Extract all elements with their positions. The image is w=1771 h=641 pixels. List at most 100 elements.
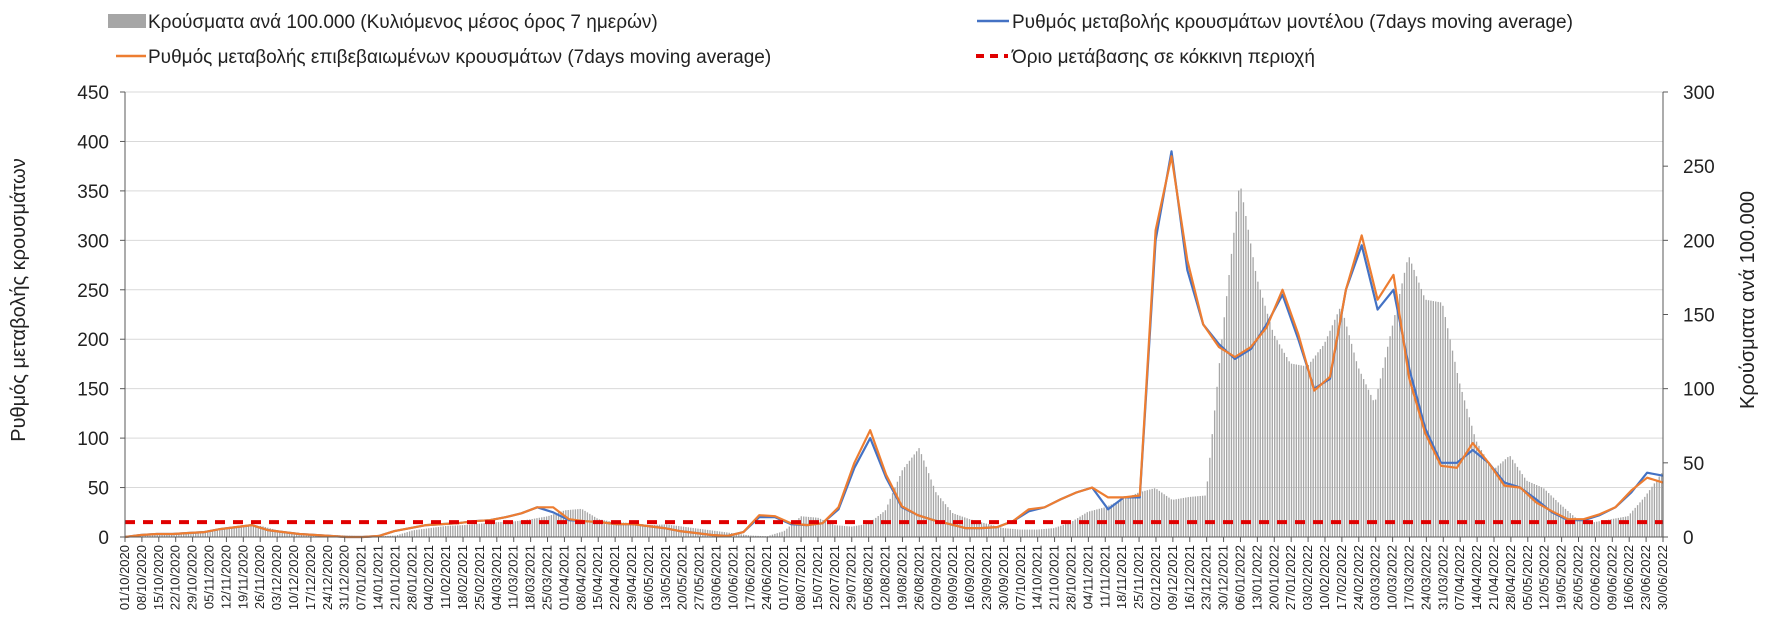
x-tick-label: 07/10/2021: [1013, 545, 1028, 610]
x-tick-label: 01/04/2021: [556, 545, 571, 610]
bar: [1612, 518, 1615, 537]
x-tick-label: 25/03/2021: [540, 545, 555, 610]
bar: [259, 525, 262, 537]
bar: [1262, 297, 1264, 537]
bar: [202, 532, 204, 537]
bar: [279, 530, 281, 537]
x-tick-label: 09/06/2022: [1604, 545, 1619, 610]
bar: [759, 535, 762, 537]
bar: [389, 535, 392, 537]
bar: [497, 522, 500, 537]
bar: [649, 525, 651, 537]
bar: [1596, 521, 1598, 537]
bar: [1557, 502, 1559, 537]
bar: [1531, 482, 1533, 537]
bar: [1000, 527, 1002, 537]
x-tick-label: 12/11/2020: [218, 545, 233, 609]
bar: [553, 514, 555, 537]
x-tick-label: 02/06/2022: [1587, 545, 1602, 610]
x-tick-label: 21/10/2021: [1047, 545, 1062, 610]
bar: [1593, 522, 1595, 537]
bar: [264, 527, 267, 537]
x-tick-label: 30/12/2021: [1216, 545, 1231, 610]
bar: [411, 530, 413, 537]
bar: [1658, 476, 1660, 537]
bar: [274, 529, 276, 537]
bar: [889, 498, 891, 537]
bar: [1326, 336, 1329, 537]
bar: [788, 526, 790, 537]
bar: [776, 533, 778, 537]
bar: [632, 523, 634, 537]
bar: [1014, 529, 1016, 537]
bar: [1120, 500, 1122, 537]
bar: [550, 515, 553, 537]
bar: [769, 535, 771, 537]
bar: [461, 525, 464, 537]
bar: [1569, 513, 1571, 537]
x-tick-label: 14/10/2021: [1030, 545, 1045, 610]
bar: [1487, 462, 1490, 537]
bar: [483, 523, 485, 537]
bar: [469, 524, 471, 537]
bar: [1533, 483, 1535, 537]
bar: [502, 521, 504, 537]
bar: [1511, 459, 1514, 537]
bar: [1290, 363, 1293, 537]
bar: [1353, 352, 1355, 537]
left-tick-label: 0: [98, 528, 109, 549]
bar: [1545, 490, 1547, 537]
bar: [228, 528, 231, 537]
bar: [586, 512, 589, 537]
bar: [1026, 529, 1028, 537]
bar: [207, 532, 209, 537]
bar: [1408, 257, 1410, 537]
bar: [1250, 243, 1252, 537]
bar: [154, 534, 156, 537]
bar: [605, 520, 608, 537]
bar: [935, 492, 937, 537]
bar: [223, 529, 226, 537]
bar: [779, 532, 781, 537]
x-tick-label: 27/05/2021: [692, 545, 707, 610]
bar: [490, 522, 492, 537]
bar: [1009, 528, 1012, 537]
bar: [1089, 511, 1091, 537]
bar: [1170, 499, 1173, 537]
bar: [1509, 456, 1511, 537]
bar: [442, 526, 444, 537]
bar: [891, 493, 894, 537]
bar: [291, 532, 293, 537]
bar: [1588, 521, 1591, 537]
bar: [1298, 364, 1300, 537]
bar: [819, 518, 822, 537]
bar: [1336, 314, 1338, 537]
x-tick-label: 19/05/2022: [1554, 545, 1569, 610]
bar: [1490, 466, 1492, 537]
bar: [1129, 496, 1132, 537]
bar: [1379, 378, 1382, 537]
bar: [879, 514, 882, 537]
bar: [1115, 502, 1117, 537]
bar: [947, 507, 949, 537]
bar: [1264, 305, 1266, 537]
bar: [899, 476, 901, 537]
bar: [1660, 473, 1663, 537]
x-tick-label: 24/06/2021: [759, 545, 774, 610]
bar: [584, 510, 586, 537]
x-tick-label: 16/09/2021: [962, 545, 977, 610]
bar: [738, 533, 740, 537]
bar: [1444, 317, 1446, 537]
bar: [1350, 343, 1353, 537]
x-tick-label: 05/08/2021: [861, 545, 876, 610]
bar: [944, 504, 947, 537]
x-tick-label: 29/07/2021: [844, 545, 859, 610]
x-tick-label: 18/11/2021: [1114, 545, 1129, 609]
bar: [642, 524, 644, 537]
bar: [798, 518, 800, 537]
bar: [255, 526, 257, 537]
bar: [644, 524, 646, 537]
bar: [519, 520, 521, 537]
bar: [1069, 522, 1072, 537]
bar: [1125, 498, 1127, 537]
